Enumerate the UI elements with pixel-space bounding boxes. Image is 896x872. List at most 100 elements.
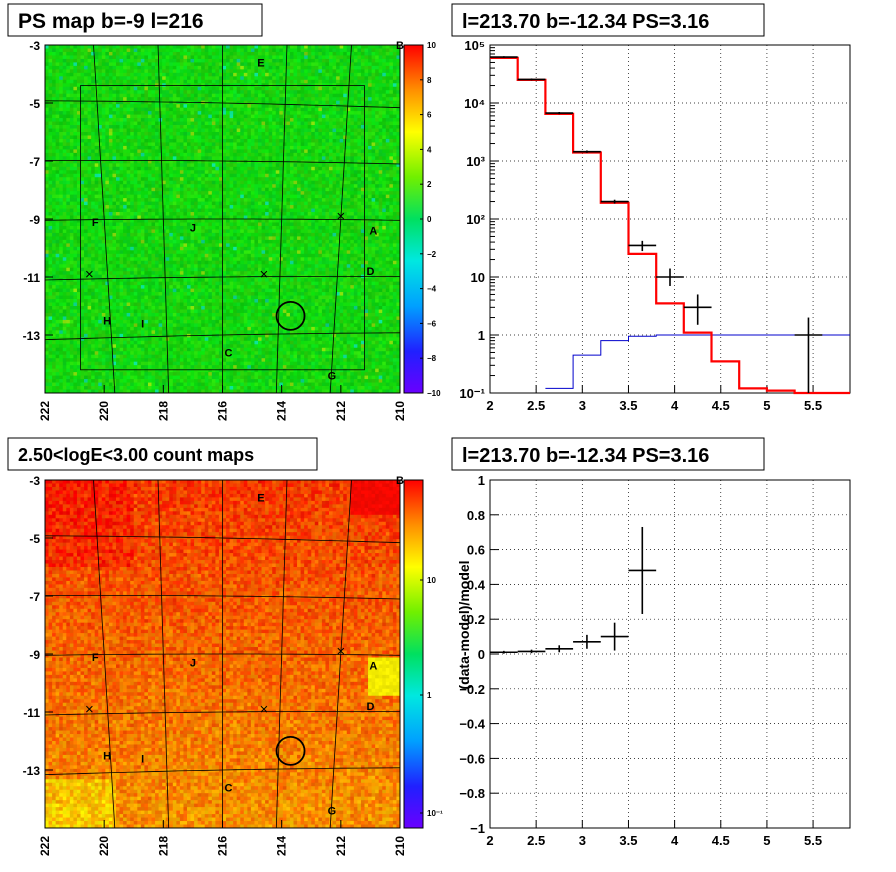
map-pixel (91, 69, 96, 74)
map-pixel (375, 65, 380, 70)
map-pixel (236, 156, 241, 161)
map-pixel (350, 65, 355, 70)
map-pixel (250, 125, 255, 129)
map-pixel (140, 104, 145, 109)
map-pixel (208, 118, 213, 122)
map-pixel (165, 93, 170, 98)
map-pixel (172, 58, 177, 63)
map-pixel (69, 212, 74, 216)
map-pixel (240, 79, 245, 84)
map-pixel (375, 166, 380, 171)
map-pixel (73, 194, 78, 199)
map-pixel (311, 152, 316, 157)
map-pixel (155, 205, 159, 209)
map-pixel (55, 90, 60, 95)
map-pixel (247, 62, 252, 67)
map-pixel (325, 118, 330, 122)
map-pixel (286, 114, 291, 119)
map-pixel (101, 132, 106, 136)
map-pixel (59, 132, 64, 136)
map-pixel (80, 215, 85, 220)
map-pixel (151, 145, 156, 150)
map-pixel (133, 149, 138, 154)
map-pixel (94, 65, 99, 70)
map-pixel (137, 125, 142, 129)
map-pixel (116, 132, 120, 136)
map-pixel (87, 45, 92, 49)
map-pixel (112, 194, 117, 199)
map-pixel (293, 201, 298, 206)
map-pixel (211, 212, 216, 216)
map-pixel (329, 152, 333, 157)
map-pixel (211, 65, 216, 70)
map-pixel (364, 76, 369, 81)
map-pixel (392, 184, 397, 189)
map-pixel (293, 215, 298, 220)
map-pixel (236, 132, 241, 136)
map-pixel (392, 194, 397, 199)
map-pixel (311, 121, 316, 126)
map-pixel (297, 121, 301, 126)
map-pixel (155, 76, 159, 81)
map-pixel (45, 55, 49, 60)
map-pixel (197, 90, 202, 95)
map-pixel (158, 62, 163, 67)
map-pixel (211, 142, 216, 147)
map-pixel (279, 166, 284, 171)
map-pixel (52, 163, 57, 168)
map-pixel (140, 177, 145, 182)
map-pixel (275, 163, 280, 168)
map-pixel (215, 132, 220, 136)
map-pixel (272, 118, 277, 122)
map-pixel (300, 125, 305, 129)
map-pixel (368, 45, 372, 49)
map-pixel (73, 149, 78, 154)
map-pixel (45, 107, 49, 112)
map-pixel (204, 177, 209, 182)
map-pixel (396, 208, 400, 213)
map-pixel (258, 212, 262, 216)
map-pixel (243, 65, 248, 70)
map-pixel (250, 48, 255, 53)
map-pixel (265, 76, 270, 81)
map-pixel (329, 45, 333, 49)
map-pixel (133, 86, 138, 91)
map-pixel (275, 107, 280, 112)
map-pixel (183, 97, 188, 102)
map-pixel (211, 215, 216, 220)
map-pixel (179, 205, 184, 209)
map-pixel (265, 55, 270, 60)
map-pixel (123, 212, 128, 216)
map-pixel (179, 177, 184, 182)
map-pixel (275, 86, 280, 91)
map-pixel (101, 152, 106, 157)
map-pixel (84, 48, 88, 53)
map-pixel (357, 145, 362, 150)
map-pixel (201, 177, 206, 182)
map-pixel (364, 121, 369, 126)
map-pixel (343, 58, 348, 63)
map-pixel (158, 142, 163, 147)
map-pixel (48, 111, 53, 115)
map-pixel (208, 121, 213, 126)
map-pixel (108, 177, 113, 182)
map-pixel (108, 159, 113, 164)
map-pixel (385, 100, 390, 105)
map-pixel (240, 118, 245, 122)
map-pixel (155, 118, 159, 122)
map-pixel (165, 62, 170, 67)
map-pixel (396, 45, 400, 49)
map-pixel (300, 45, 305, 49)
map-pixel (87, 107, 92, 112)
map-pixel (325, 132, 330, 136)
map-pixel (329, 79, 333, 84)
map-pixel (346, 118, 351, 122)
map-pixel (155, 215, 159, 220)
map-pixel (123, 184, 128, 189)
map-pixel (140, 145, 145, 150)
map-pixel (101, 201, 106, 206)
map-pixel (254, 79, 259, 84)
map-pixel (73, 201, 78, 206)
map-pixel (62, 208, 67, 213)
map-pixel (94, 45, 99, 49)
